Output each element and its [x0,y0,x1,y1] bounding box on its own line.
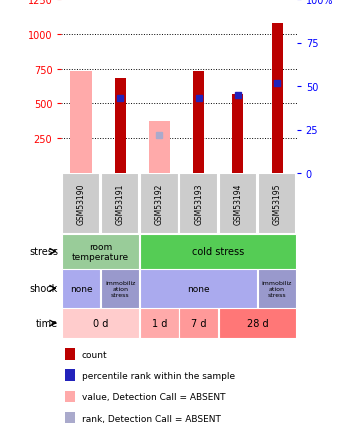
Text: GSM53192: GSM53192 [155,183,164,225]
Bar [70,72,92,174]
Bar [62,234,139,269]
Text: GSM53195: GSM53195 [272,183,282,225]
Bar [179,308,218,339]
Text: shock: shock [30,284,58,293]
Bar [62,174,100,234]
Text: immobiliz
ation
stress: immobiliz ation stress [262,280,292,297]
Bar [140,174,179,234]
Text: percentile rank within the sample: percentile rank within the sample [82,371,235,380]
Text: GSM53193: GSM53193 [194,183,203,225]
Text: none: none [187,284,210,293]
Bar [193,72,204,174]
Text: count: count [82,350,107,359]
Bar [62,269,100,308]
Text: rank, Detection Call = ABSENT: rank, Detection Call = ABSENT [82,414,221,423]
Text: GSM53194: GSM53194 [233,183,242,225]
Bar [140,308,179,339]
Text: GSM53191: GSM53191 [116,183,125,225]
Text: 0 d: 0 d [93,319,108,328]
Text: time: time [36,319,58,328]
Bar [101,174,139,234]
Text: immobiliz
ation
stress: immobiliz ation stress [105,280,135,297]
Bar [62,308,139,339]
Text: 7 d: 7 d [191,319,206,328]
Text: value, Detection Call = ABSENT: value, Detection Call = ABSENT [82,392,225,401]
Bar [101,269,139,308]
Bar [140,234,296,269]
Bar [258,269,296,308]
Bar [179,174,218,234]
Bar [258,174,296,234]
Text: stress: stress [29,247,58,256]
Bar [232,95,243,174]
Text: 28 d: 28 d [247,319,268,328]
Text: room
temperature: room temperature [72,242,129,261]
Text: 1 d: 1 d [152,319,167,328]
Text: GSM53190: GSM53190 [76,183,86,225]
Bar [219,308,296,339]
Bar [219,174,257,234]
Text: cold stress: cold stress [192,247,244,256]
Bar [271,23,283,174]
Text: none: none [70,284,92,293]
Bar [149,122,170,174]
Bar [140,269,257,308]
Bar [115,79,126,174]
